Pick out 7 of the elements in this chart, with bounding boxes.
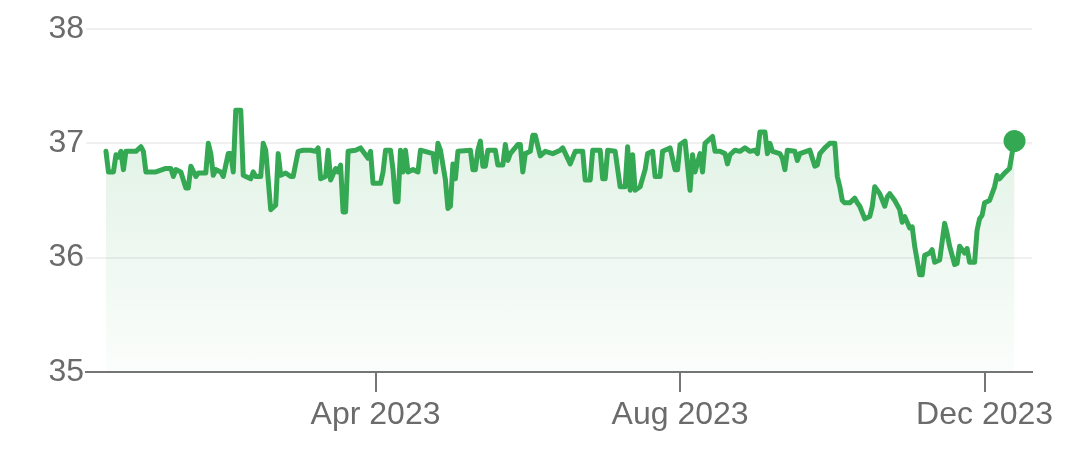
y-tick-label: 36 xyxy=(48,237,84,274)
y-tick-label: 35 xyxy=(48,351,84,388)
x-tick-label: Apr 2023 xyxy=(310,395,441,432)
x-tick-label: Dec 2023 xyxy=(916,395,1054,432)
y-tick-label: 37 xyxy=(48,123,84,160)
x-tick-label: Aug 2023 xyxy=(611,395,749,432)
y-tick-label: 38 xyxy=(48,8,84,45)
